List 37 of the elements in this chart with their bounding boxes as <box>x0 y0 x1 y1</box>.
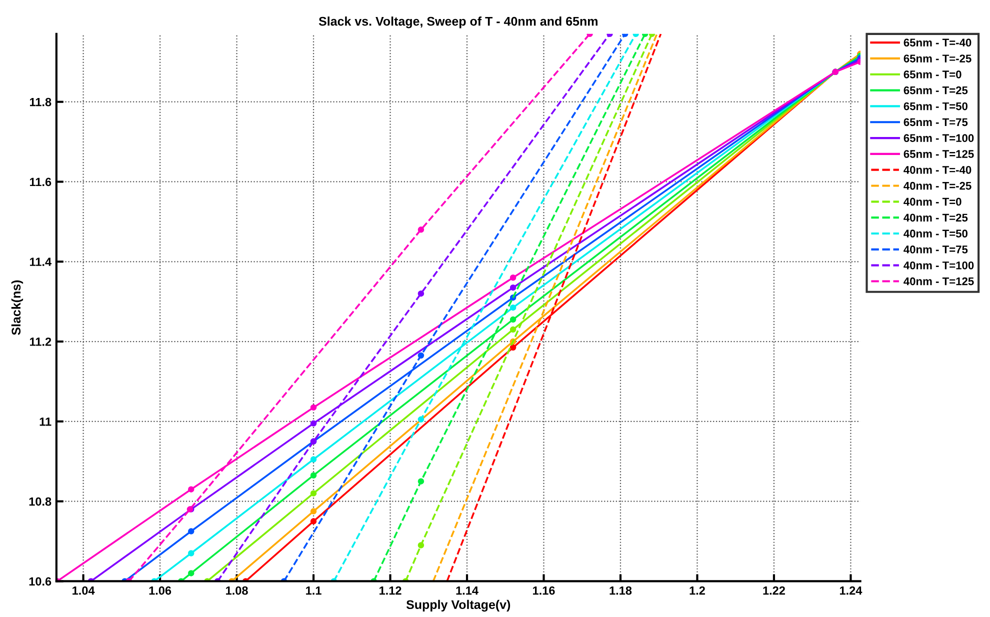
x-tick-label: 1.08 <box>226 586 248 595</box>
x-tick-label: 1.06 <box>149 586 172 595</box>
legend-label: 65nm - T=75 <box>904 118 968 126</box>
y-tick-label: 11 <box>40 418 52 426</box>
y-tick-label: 10.8 <box>29 497 52 506</box>
legend-label: 40nm - T=75 <box>904 246 968 254</box>
y-tick-label: 11.2 <box>30 338 52 346</box>
legend-label: 40nm - T=0 <box>904 198 962 206</box>
y-tick-label: 11.8 <box>30 98 52 106</box>
y-axis-title: Slack(ns) <box>11 280 24 335</box>
x-tick-label: 1.12 <box>380 586 402 595</box>
chart-title: Slack vs. Voltage, Sweep of T - 40nm and 65nm <box>318 16 598 28</box>
legend-label: 65nm - T=0 <box>904 70 962 78</box>
legend-label: 40nm - T=25 <box>904 214 968 222</box>
x-tick-label: 1.2 <box>690 586 705 595</box>
legend-label: 65nm - T=125 <box>904 150 974 158</box>
legend-label: 65nm - T=-40 <box>904 38 972 47</box>
x-tick-label: 1.1 <box>306 586 322 595</box>
y-tick-label: 11.6 <box>30 178 52 186</box>
legend-label: 40nm - T=100 <box>904 261 974 270</box>
y-tick-label: 11.4 <box>30 258 52 266</box>
legend-label: 40nm - T=-25 <box>904 182 972 190</box>
legend-label: 65nm - T=-25 <box>904 54 972 62</box>
legend-label: 40nm - T=50 <box>904 230 968 238</box>
x-tick-label: 1.04 <box>72 586 95 595</box>
x-axis-title: Supply Voltage(v) <box>406 600 510 612</box>
y-tick-label: 10.6 <box>29 577 52 586</box>
legend-label: 65nm - T=50 <box>904 102 968 110</box>
legend-label: 65nm - T=100 <box>904 134 974 142</box>
x-tick-label: 1.18 <box>610 586 632 595</box>
x-tick-label: 1.22 <box>763 586 785 595</box>
legend-label: 65nm - T=25 <box>904 86 968 94</box>
legend-label: 40nm - T=-40 <box>904 166 972 174</box>
x-tick-label: 1.14 <box>456 586 478 595</box>
x-tick-label: 1.24 <box>840 586 862 595</box>
legend-label: 40nm - T=125 <box>904 277 974 286</box>
x-tick-label: 1.16 <box>533 586 555 595</box>
